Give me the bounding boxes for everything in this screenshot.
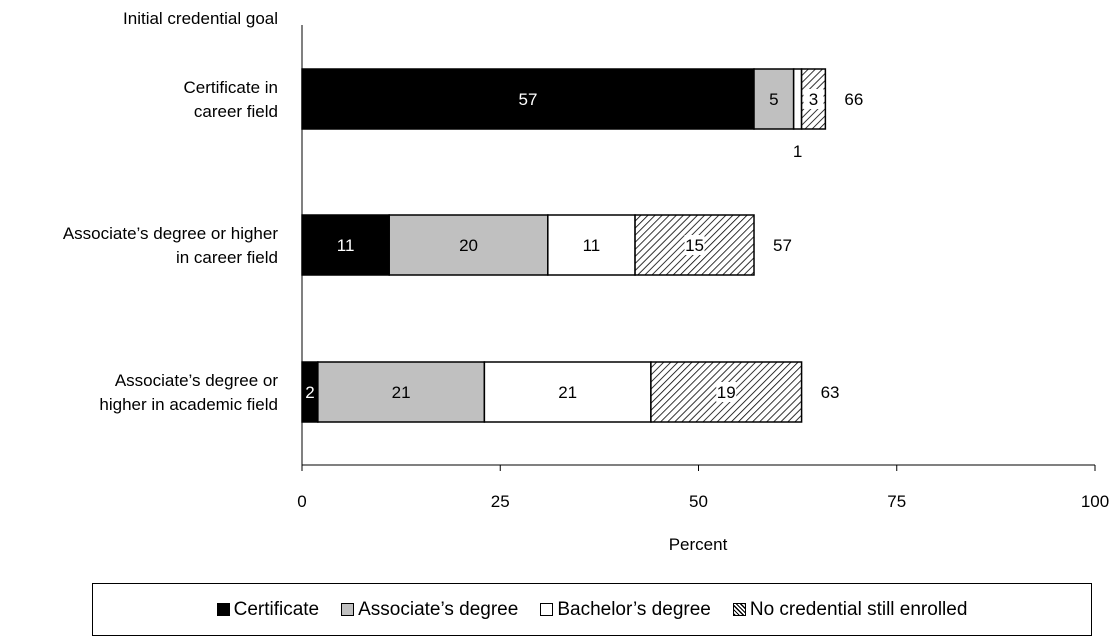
x-tick-label: 0 xyxy=(297,492,306,511)
chart-legend: Certificate Associate’s degree Bachelor’s … xyxy=(92,583,1092,636)
total-label: 57 xyxy=(773,236,792,255)
category-axis-title: Initial credential goal xyxy=(123,9,278,28)
legend-item: Bachelor’s degree xyxy=(540,599,711,621)
category-label: Associate’s degree or higher in academic … xyxy=(99,371,278,414)
data-label: 11 xyxy=(583,236,601,255)
data-label: 21 xyxy=(558,383,577,402)
data-label: 3 xyxy=(809,90,818,109)
legend-item: Associate’s degree xyxy=(341,599,518,621)
category-label: Associate’s degree or higher in career fi… xyxy=(63,224,278,267)
legend-label: Certificate xyxy=(233,598,320,620)
legend-label: Associate’s degree xyxy=(358,598,519,620)
legend-swatch xyxy=(341,603,355,616)
data-label: 21 xyxy=(392,383,411,402)
data-label: 11 xyxy=(337,236,355,255)
data-label: 57 xyxy=(519,90,538,109)
total-label: 66 xyxy=(844,90,863,109)
total-label: 63 xyxy=(821,383,840,402)
data-label: 15 xyxy=(685,236,704,255)
bar-segment xyxy=(301,68,755,130)
data-label: 2 xyxy=(305,383,314,402)
data-label: 1 xyxy=(793,142,802,161)
bar-segment xyxy=(547,214,636,276)
legend-swatch xyxy=(216,603,230,616)
bars-layer: 57 5 1 3 66 11 20 11 15 57 2 21 21 19 63 xyxy=(301,68,863,423)
x-tick-label: 100 xyxy=(1081,492,1109,511)
bar-segment xyxy=(792,68,803,130)
data-label-background xyxy=(684,235,705,255)
legend-label: Bachelor’s degree xyxy=(557,598,711,620)
x-axis-title: Percent xyxy=(669,535,728,554)
axes-layer: Certificate in career field Associate’s de… xyxy=(63,25,1109,511)
data-label: 5 xyxy=(769,90,778,109)
x-tick-label: 25 xyxy=(491,492,510,511)
legend-swatch xyxy=(732,603,746,616)
legend-item: Certificate xyxy=(216,598,320,621)
data-label: 19 xyxy=(717,383,736,402)
category-label: Certificate in career field xyxy=(184,78,278,121)
bar-segment xyxy=(753,68,795,130)
bar-segment xyxy=(483,361,652,423)
bar-segment xyxy=(388,214,549,276)
legend-label: No credential still enrolled xyxy=(749,598,968,620)
x-tick-label: 50 xyxy=(689,492,708,511)
data-label-background xyxy=(803,89,824,109)
legend-item: No credential still enrolled xyxy=(732,598,968,621)
data-label: 20 xyxy=(459,236,478,255)
bar-segment xyxy=(634,214,755,276)
x-tick-label: 75 xyxy=(887,492,906,511)
legend-swatch xyxy=(540,603,554,616)
data-label-background xyxy=(716,382,737,402)
